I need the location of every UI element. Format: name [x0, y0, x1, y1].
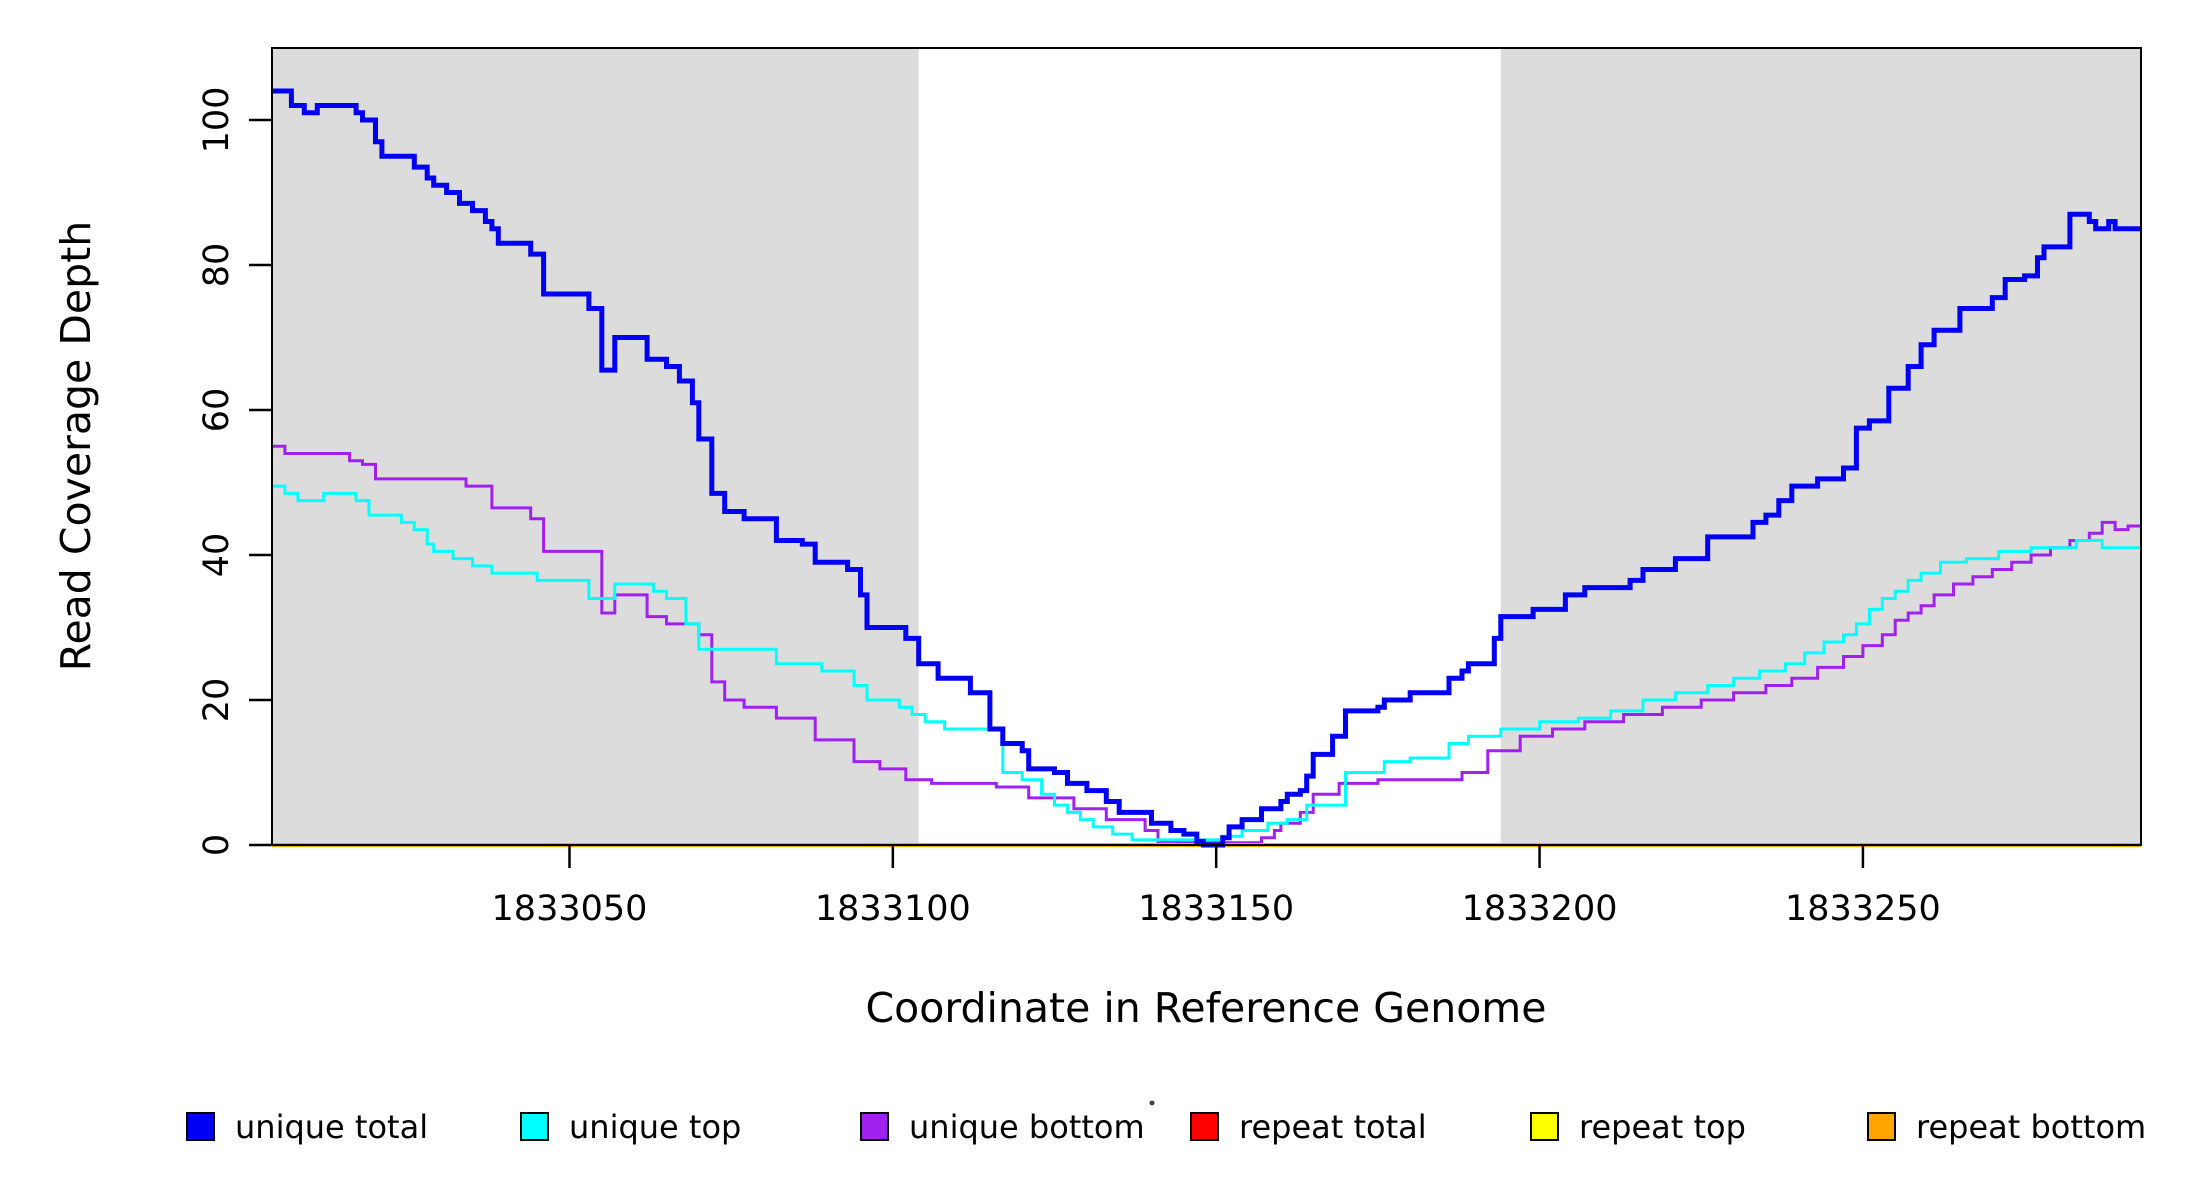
x-axis-title: Coordinate in Reference Genome — [866, 984, 1547, 1032]
x-tick-label-2: 1833150 — [1138, 889, 1294, 929]
legend-swatch-icon — [860, 1112, 889, 1141]
legend-item-unique-top: unique top — [520, 1108, 741, 1146]
legend-swatch-icon — [1190, 1112, 1219, 1141]
shaded-repeat-regions — [272, 48, 2141, 845]
stray-dot-artifact — [1149, 1100, 1155, 1106]
y-tick-label-3: 60 — [197, 388, 237, 433]
y-axis-title: Read Coverage Depth — [52, 221, 100, 671]
axis-ticks — [249, 118, 1865, 868]
legend-item-unique-total: unique total — [186, 1108, 428, 1146]
y-tick-label-4: 80 — [197, 243, 237, 288]
legend-swatch-icon — [186, 1112, 215, 1141]
y-tick-label-2: 40 — [197, 533, 237, 578]
x-tick-label-0: 1833050 — [492, 889, 648, 929]
legend-label: unique total — [235, 1108, 428, 1146]
legend-item-repeat-bottom: repeat bottom — [1867, 1108, 2146, 1146]
x-tick-label-3: 1833200 — [1462, 889, 1618, 929]
left-repeat-shade — [272, 48, 919, 845]
legend-swatch-icon — [1530, 1112, 1559, 1141]
legend-label: unique top — [569, 1108, 741, 1146]
series-line-unique-total — [272, 88, 2141, 848]
legend-swatch-icon — [1867, 1112, 1896, 1141]
legend-label: repeat bottom — [1916, 1108, 2146, 1146]
legend-item-repeat-top: repeat top — [1530, 1108, 1746, 1146]
chart-legend: unique total unique top unique bottom repea… — [186, 1108, 2146, 1146]
legend-swatch-icon — [520, 1112, 549, 1141]
plot-border-box — [271, 47, 2142, 846]
legend-label: unique bottom — [909, 1108, 1145, 1146]
x-tick-label-1: 1833100 — [815, 889, 971, 929]
legend-label: repeat total — [1239, 1108, 1427, 1146]
legend-item-repeat-total: repeat total — [1190, 1108, 1427, 1146]
legend-item-unique-bottom: unique bottom — [860, 1108, 1145, 1146]
right-repeat-shade — [1500, 48, 2141, 845]
axis-tick-labels: 1833050 1833100 1833150 1833200 1833250 0 20 40… — [197, 87, 1941, 929]
y-tick-label-0: 0 — [197, 834, 237, 856]
y-tick-label-5: 100 — [197, 87, 237, 154]
legend-label: repeat top — [1579, 1108, 1746, 1146]
series-line-unique-top — [272, 484, 2141, 842]
y-tick-label-1: 20 — [197, 678, 237, 723]
x-tick-label-4: 1833250 — [1785, 889, 1941, 929]
